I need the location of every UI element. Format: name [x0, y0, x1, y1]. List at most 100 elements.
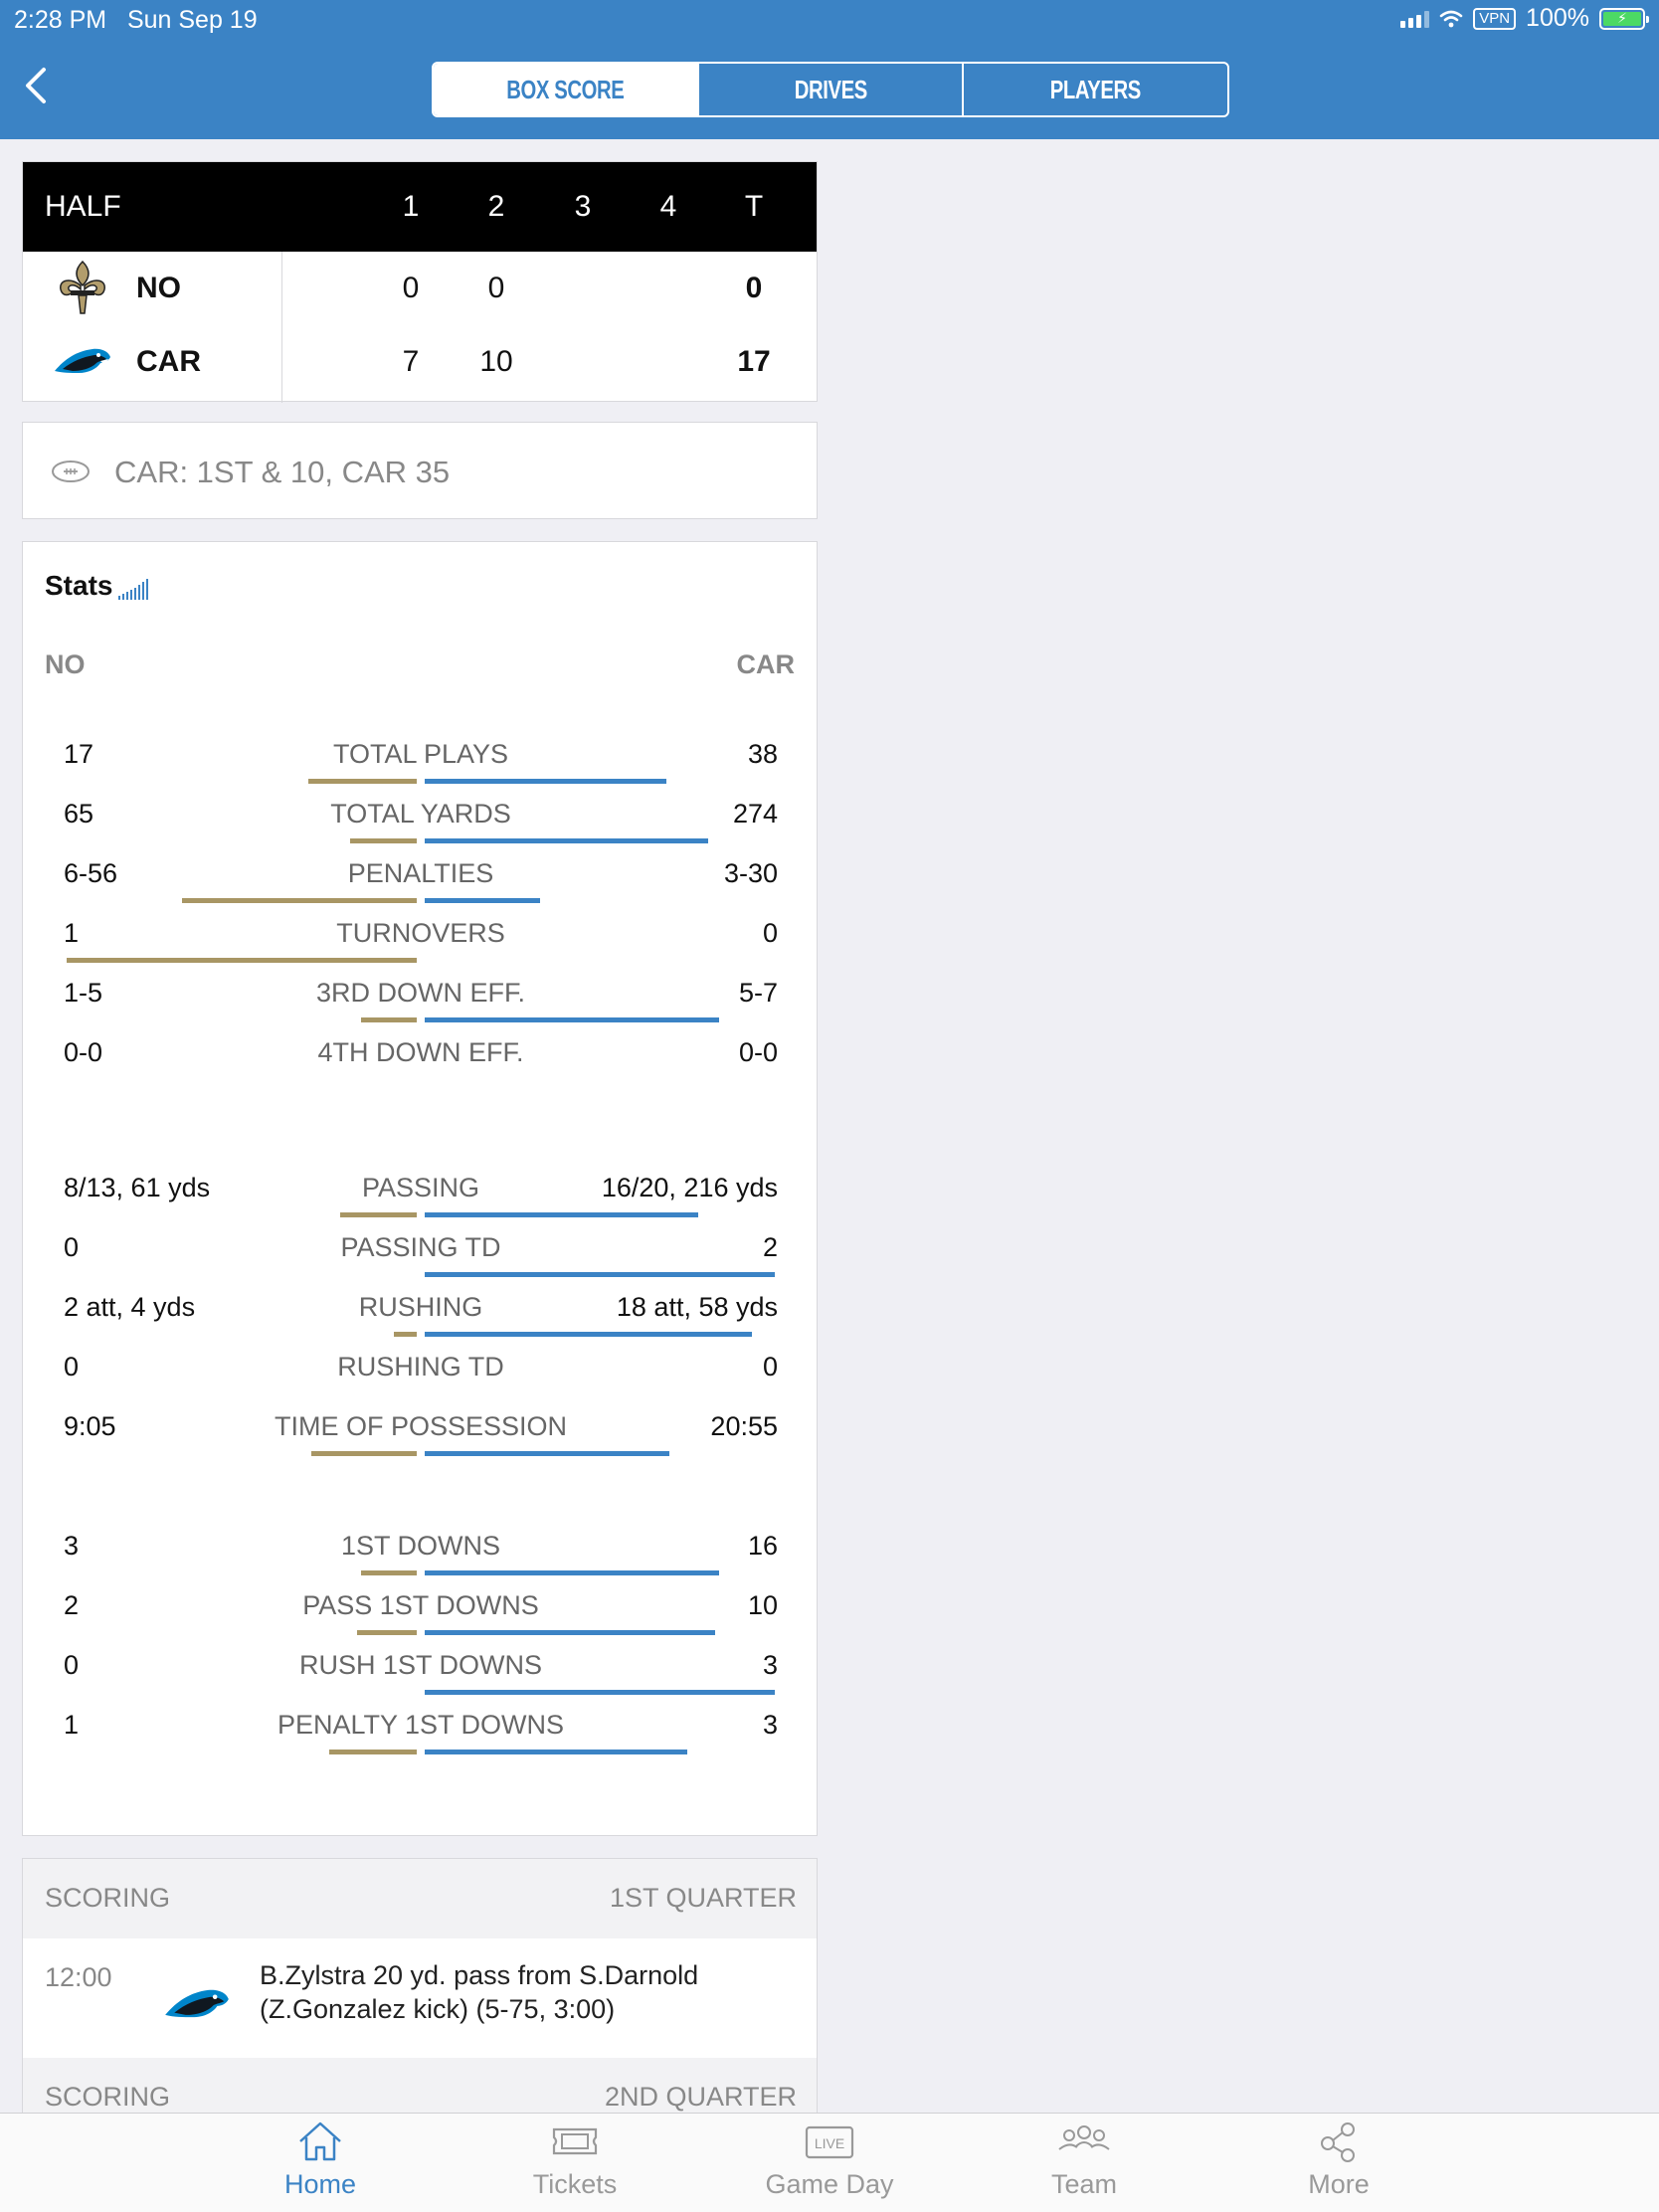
stat-left-value: 6-56 [64, 858, 118, 888]
stat-bar-left [311, 1451, 417, 1456]
stat-row: 3RD DOWN EFF. 1-5 5-7 [23, 976, 819, 1035]
stat-row: TOTAL PLAYS 17 38 [23, 737, 819, 797]
team-abbr: NO [136, 272, 181, 304]
stat-bar-left [340, 1212, 417, 1217]
stat-left-value: 0-0 [64, 1037, 103, 1067]
stat-row: PENALTY 1ST DOWNS 1 3 [23, 1708, 819, 1767]
score-total: 17 [737, 345, 771, 378]
stat-right-value: 0 [762, 1352, 778, 1382]
stat-bar-right [425, 1570, 719, 1575]
tab-game-day[interactable]: LIVE Game Day [730, 2120, 929, 2200]
view-segmented-control: BOX SCORE DRIVES PLAYERS [432, 62, 1229, 117]
stat-bar-right [425, 1017, 719, 1022]
quarter-label: 1ST QUARTER [609, 1883, 797, 1913]
stat-right-value: 38 [747, 739, 778, 769]
tab-home[interactable]: Home [221, 2120, 420, 2200]
stat-label: TURNOVERS [336, 918, 505, 948]
scoreboard-card: HALF 1 2 3 4 T NO 0 0 0 CAR 7 10 17 [22, 161, 819, 403]
stat-label: 3RD DOWN EFF. [315, 978, 525, 1008]
stat-bar-left [350, 838, 417, 843]
saints-fleur-de-lis-icon [60, 260, 105, 314]
stat-bar-left [329, 1750, 417, 1754]
home-icon [299, 2121, 341, 2161]
stat-label: PASSING [361, 1173, 480, 1202]
stat-bar-left [67, 958, 417, 963]
column-1: 1 [402, 190, 420, 223]
stat-bar-left [394, 1332, 417, 1337]
stat-left-value: 2 att, 4 yds [64, 1292, 196, 1322]
stat-bar-left [308, 779, 417, 784]
stat-right-value: 3 [762, 1650, 778, 1680]
stat-left-value: 0 [64, 1352, 80, 1382]
stat-right-value: 0 [762, 918, 778, 948]
panthers-logo-icon [55, 348, 110, 373]
stat-left-value: 3 [64, 1531, 80, 1561]
team-row-no[interactable]: NO 0 0 0 [23, 252, 819, 325]
stats-title: Stats [45, 570, 149, 602]
stat-label: TIME OF POSSESSION [274, 1411, 568, 1441]
scoreboard-header: HALF 1 2 3 4 T [23, 162, 817, 252]
stat-right-value: 18 att, 58 yds [616, 1292, 778, 1322]
stat-left-value: 1 [64, 918, 80, 948]
bar-chart-icon [118, 578, 149, 600]
tab-box-score[interactable]: BOX SCORE [434, 64, 697, 115]
stat-bar-right [425, 1212, 698, 1217]
panthers-logo-icon [165, 1989, 229, 2018]
stat-left-value: 1-5 [64, 978, 103, 1008]
tab-more[interactable]: More [1239, 2120, 1438, 2200]
team-icon [1058, 2125, 1110, 2150]
scoring-play[interactable]: 12:00 B.Zylstra 20 yd. pass from S.Darno… [23, 1938, 817, 2058]
stat-bar-left [357, 1630, 417, 1635]
wifi-icon [1439, 10, 1463, 27]
stat-left-value: 2 [64, 1590, 80, 1620]
cellular-signal-icon [1400, 10, 1430, 28]
stat-bar-right [425, 1272, 775, 1277]
chevron-left-icon[interactable] [22, 66, 52, 105]
team-abbr: CAR [136, 345, 201, 378]
stat-label: PENALTIES [347, 858, 494, 888]
stat-row: 1ST DOWNS 3 16 [23, 1529, 819, 1588]
stat-label: RUSHING [358, 1292, 483, 1322]
game-situation: CAR: 1ST & 10, CAR 35 [22, 422, 818, 519]
column-4: 4 [659, 190, 677, 223]
stat-bar-right [425, 898, 540, 903]
team-row-car[interactable]: CAR 7 10 17 [23, 325, 819, 399]
stat-row: TURNOVERS 1 0 [23, 916, 819, 976]
tab-team[interactable]: Team [985, 2120, 1184, 2200]
live-icon: LIVE [805, 2125, 854, 2159]
stat-row: RUSH 1ST DOWNS 0 3 [23, 1648, 819, 1708]
play-time: 12:00 [45, 1962, 112, 1992]
stat-label: TOTAL PLAYS [332, 739, 509, 769]
status-time: 2:28 PM Sun Sep 19 [14, 6, 258, 34]
score-q1: 7 [402, 345, 420, 378]
tab-players[interactable]: PLAYERS [962, 64, 1227, 115]
stat-row: 4TH DOWN EFF. 0-0 0-0 [23, 1035, 819, 1095]
stat-right-value: 16/20, 216 yds [601, 1173, 778, 1202]
ticket-icon [552, 2127, 598, 2155]
stat-right-value: 3 [762, 1710, 778, 1740]
stat-right-value: 5-7 [738, 978, 778, 1008]
stat-right-value: 16 [747, 1531, 778, 1561]
tab-drives[interactable]: DRIVES [696, 64, 963, 115]
stat-bar-right [425, 1630, 715, 1635]
stat-bar-right [425, 1690, 775, 1695]
stat-right-value: 0-0 [738, 1037, 778, 1067]
column-3: 3 [574, 190, 592, 223]
period-label: HALF [45, 190, 121, 223]
share-icon [1321, 2122, 1355, 2162]
stat-left-value: 65 [64, 799, 94, 829]
stat-bar-left [361, 1570, 417, 1575]
battery-icon: ⚡ [1599, 7, 1649, 30]
play-description: B.Zylstra 20 yd. pass from S.Darnold (Z.… [260, 1960, 699, 2024]
stat-bar-right [425, 1451, 669, 1456]
svg-text:LIVE: LIVE [815, 2135, 844, 2151]
tab-tickets[interactable]: Tickets [475, 2120, 674, 2200]
team-stats-card: Stats NO CAR TOTAL PLAYS 17 38 TOTAL YARDS 6… [22, 541, 818, 1836]
score-q1: 0 [402, 272, 420, 304]
stat-row: RUSHING TD 0 0 [23, 1350, 819, 1409]
score-q2: 0 [487, 272, 505, 304]
stat-bar-right [425, 1332, 752, 1337]
stat-right-value: 10 [747, 1590, 778, 1620]
stat-label: RUSHING TD [337, 1352, 504, 1382]
status-indicators: VPN 100% ⚡ [1400, 4, 1649, 33]
